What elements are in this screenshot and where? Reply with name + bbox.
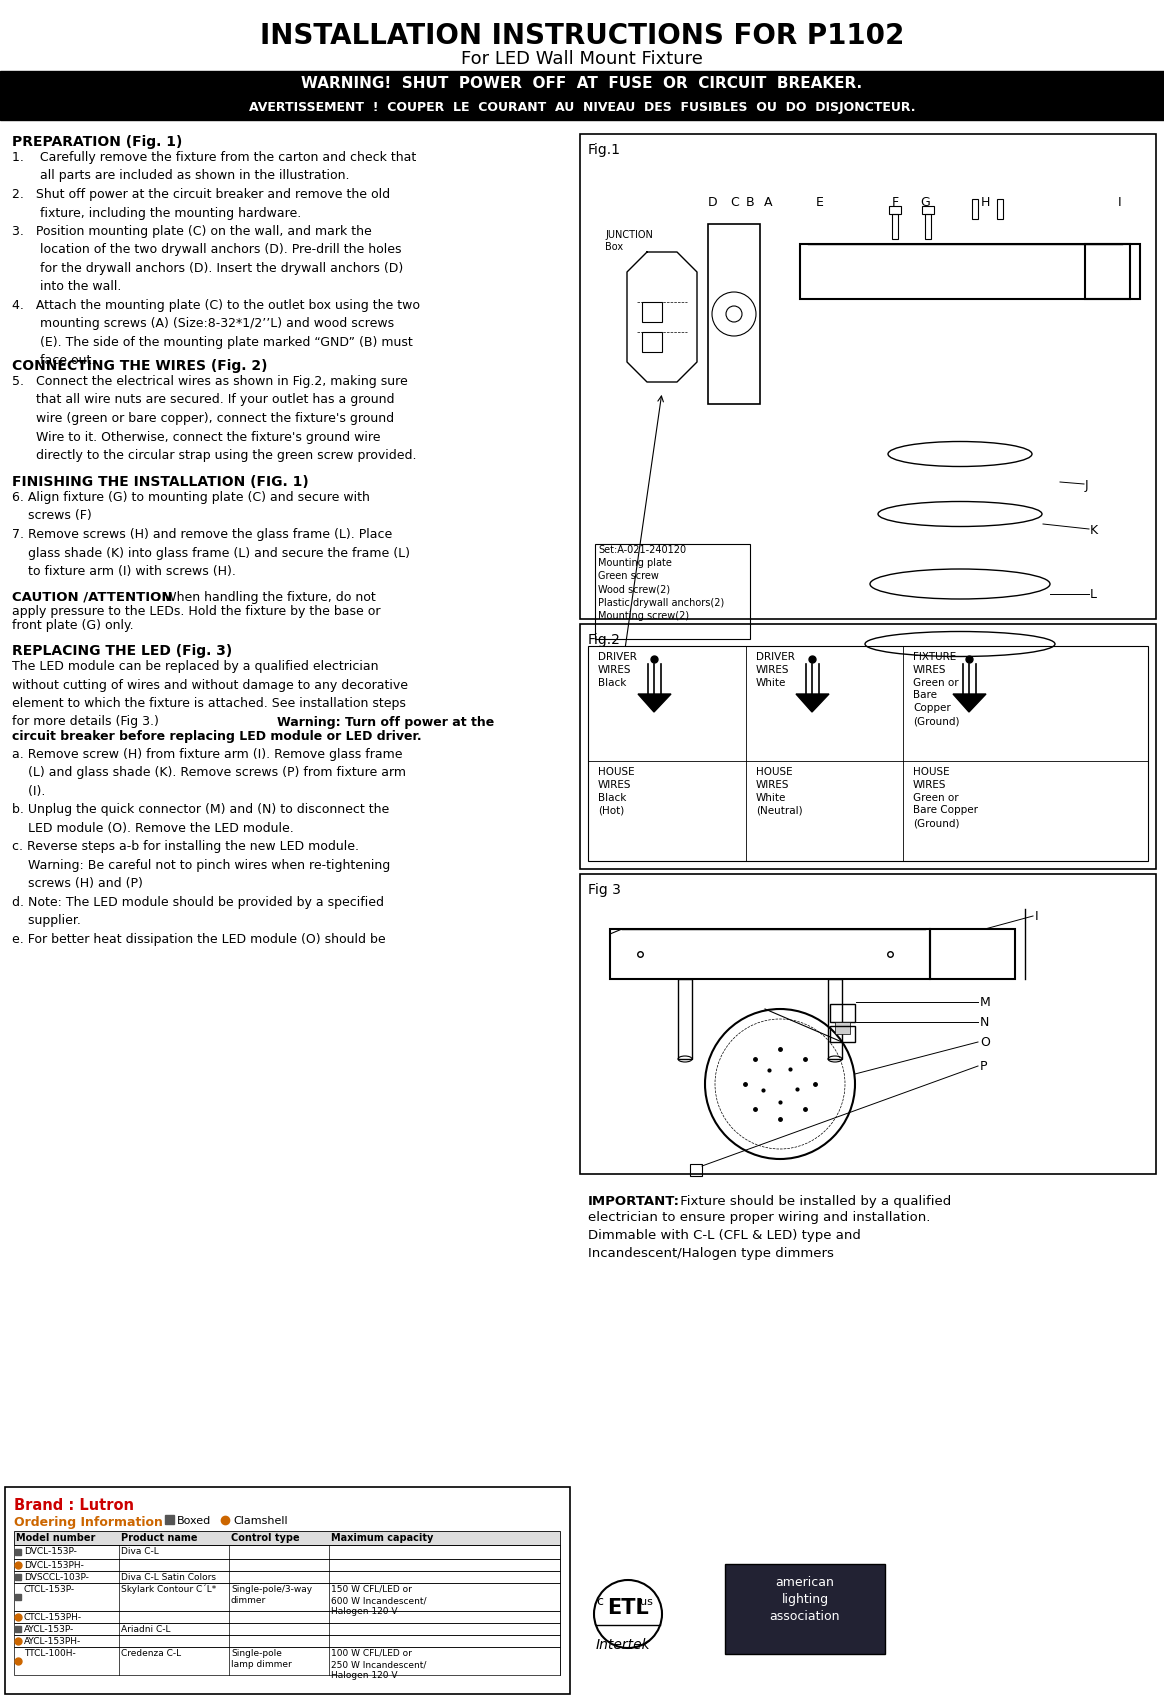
Text: c: c [596,1594,603,1608]
Text: Single-pole
lamp dimmer: Single-pole lamp dimmer [230,1647,292,1668]
Polygon shape [796,695,829,712]
Text: ETL: ETL [608,1598,648,1617]
Text: DVCL-153PH-: DVCL-153PH- [24,1560,84,1569]
Bar [972,200,978,220]
Bar [15,1548,21,1555]
Text: REPLACING THE LED (Fig. 3): REPLACING THE LED (Fig. 3) [12,644,233,657]
Text: DVCL-153P-: DVCL-153P- [24,1547,77,1555]
Text: DRIVER
WIRES
White: DRIVER WIRES White [755,652,795,688]
Text: WARNING!  SHUT  POWER  OFF  AT  FUSE  OR  CIRCUIT  BREAKER.: WARNING! SHUT POWER OFF AT FUSE OR CIRCU… [301,75,863,90]
Bar [15,1594,21,1599]
Text: F: F [892,196,899,210]
Polygon shape [953,695,986,712]
Text: HOUSE
WIRES
Black
(Hot): HOUSE WIRES Black (Hot) [598,766,634,814]
Text: Warning: Turn off power at the: Warning: Turn off power at the [277,715,495,729]
Bar [580,874,1156,1174]
Text: AYCL-153P-: AYCL-153P- [24,1623,74,1634]
Bar [14,1611,560,1623]
Text: Diva C-L: Diva C-L [121,1547,158,1555]
Text: front plate (G) only.: front plate (G) only. [12,618,134,632]
Text: For LED Wall Mount Fixture: For LED Wall Mount Fixture [461,50,703,68]
Text: The LED module can be replaced by a qualified electrician
without cutting of wir: The LED module can be replaced by a qual… [12,659,409,729]
Bar [14,1582,560,1611]
Bar [643,302,662,323]
Text: CAUTION /ATTENTION: CAUTION /ATTENTION [12,591,172,604]
Text: Clamshell: Clamshell [233,1516,288,1524]
Text: apply pressure to the LEDs. Hold the fixture by the base or: apply pressure to the LEDs. Hold the fix… [12,604,381,618]
Text: K: K [1090,522,1098,536]
Bar [5,1487,570,1693]
Text: Single-pole/3-way
dimmer: Single-pole/3-way dimmer [230,1584,312,1605]
Bar [14,1531,560,1545]
Text: AVERTISSEMENT  !  COUPER  LE  COURANT  AU  NIVEAU  DES  FUSIBLES  OU  DO  DISJON: AVERTISSEMENT ! COUPER LE COURANT AU NIV… [249,101,915,114]
Text: FIXTURE
WIRES
Green or
Bare
Copper
(Ground): FIXTURE WIRES Green or Bare Copper (Grou… [913,652,959,725]
Text: 150 W CFL/LED or
600 W Incandescent/
Halogen 120 V: 150 W CFL/LED or 600 W Incandescent/ Hal… [331,1584,426,1615]
Text: E: E [816,196,824,210]
Text: HOUSE
WIRES
White
(Neutral): HOUSE WIRES White (Neutral) [755,766,803,814]
Bar [677,980,693,1060]
Text: Ariadni C-L: Ariadni C-L [121,1623,170,1634]
Bar [922,207,934,215]
Text: american
lighting
association: american lighting association [769,1576,840,1623]
Text: H: H [980,196,989,210]
Text: Fig.1: Fig.1 [588,143,622,157]
Bar [580,625,1156,869]
Text: C: C [731,196,739,210]
Text: Ordering Information: Ordering Information [14,1516,163,1528]
Text: Skylark Contour C´L*: Skylark Contour C´L* [121,1584,217,1594]
Text: Intertek: Intertek [596,1637,651,1651]
Text: P: P [980,1060,987,1074]
Text: TTCL-100H-: TTCL-100H- [24,1647,76,1657]
Text: Fig 3: Fig 3 [588,883,620,896]
Text: electrician to ensure proper wiring and installation.
Dimmable with C-L (CFL & L: electrician to ensure proper wiring and … [588,1210,930,1260]
Text: Control type: Control type [230,1533,299,1541]
Text: Set:A-021-240120
Mounting plate
Green screw
Wood screw(2)
Plastic drywall anchor: Set:A-021-240120 Mounting plate Green sc… [598,545,724,621]
Text: O: O [980,1036,989,1048]
Bar [14,1647,560,1675]
Bar [708,225,760,405]
Text: circuit breaker before replacing LED module or LED driver.: circuit breaker before replacing LED mod… [12,729,421,743]
Text: : When handling the fixture, do not: : When handling the fixture, do not [152,591,376,604]
Text: AYCL-153PH-: AYCL-153PH- [24,1635,81,1646]
Text: Product name: Product name [121,1533,198,1541]
Text: Diva C-L Satin Colors: Diva C-L Satin Colors [121,1572,217,1581]
Bar [165,1516,173,1524]
Bar [930,929,1015,980]
Bar [1085,244,1140,300]
Bar [690,1164,702,1176]
Text: D: D [708,196,718,210]
Text: Fig.2: Fig.2 [588,633,620,647]
Bar [14,1545,560,1558]
Text: Fixture should be installed by a qualified: Fixture should be installed by a qualifi… [676,1195,951,1207]
Bar [14,1623,560,1635]
Text: M: M [980,995,991,1009]
Text: Boxed: Boxed [177,1516,211,1524]
Text: 5.   Connect the electrical wires as shown in Fig.2, making sure
      that all : 5. Connect the electrical wires as shown… [12,376,417,461]
Text: Credenza C-L: Credenza C-L [121,1647,182,1657]
Text: G: G [920,196,930,210]
Text: CTCL-153PH-: CTCL-153PH- [24,1611,83,1622]
Polygon shape [638,695,670,712]
Text: INSTALLATION INSTRUCTIONS FOR P1102: INSTALLATION INSTRUCTIONS FOR P1102 [260,22,904,50]
Text: Brand : Lutron: Brand : Lutron [14,1497,134,1512]
Text: CTCL-153P-: CTCL-153P- [24,1584,76,1593]
Text: I: I [1119,196,1122,210]
Text: 1.    Carefully remove the fixture from the carton and check that
       all par: 1. Carefully remove the fixture from the… [12,150,420,367]
Text: I: I [1035,910,1038,923]
Bar [725,1564,885,1654]
Bar [835,1022,850,1034]
Bar [830,1004,856,1022]
Text: HOUSE
WIRES
Green or
Bare Copper
(Ground): HOUSE WIRES Green or Bare Copper (Ground… [913,766,978,828]
Bar [0,72,1164,97]
Text: JUNCTION
Box: JUNCTION Box [605,230,653,253]
Bar [889,207,901,215]
Text: Maximum capacity: Maximum capacity [331,1533,433,1541]
Bar [15,1627,21,1632]
Text: PREPARATION (Fig. 1): PREPARATION (Fig. 1) [12,135,183,149]
Text: DRIVER
WIRES
Black: DRIVER WIRES Black [598,652,637,688]
Bar [588,647,1148,862]
Text: us: us [639,1596,653,1606]
Text: CONNECTING THE WIRES (Fig. 2): CONNECTING THE WIRES (Fig. 2) [12,358,268,372]
Bar [830,1026,856,1043]
Bar [610,929,930,980]
